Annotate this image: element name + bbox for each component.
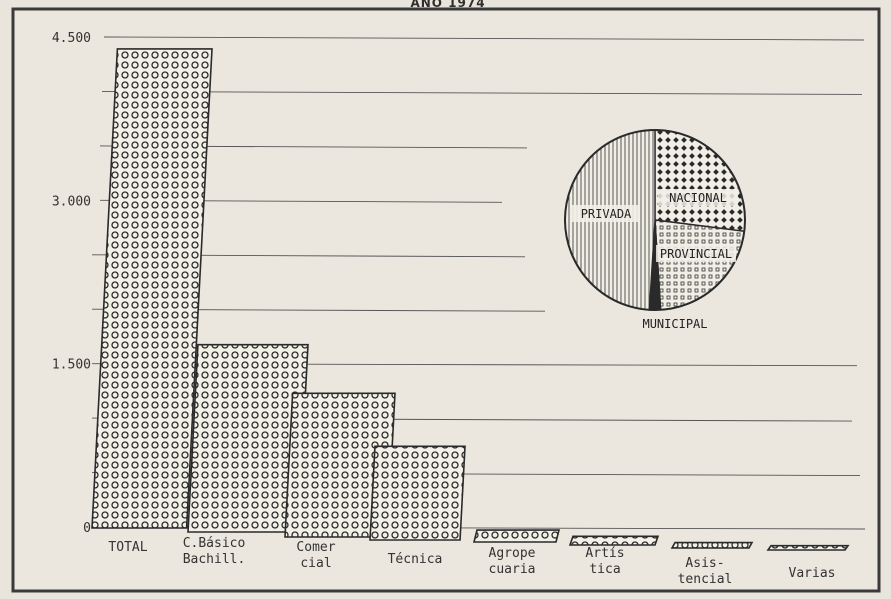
y-tick-label: 4.500 (52, 31, 91, 46)
y-axis: 0 1.500 3.000 4.500 (52, 31, 91, 536)
grid-line (103, 36, 865, 41)
bar-0 (91, 48, 213, 529)
bar-1 (187, 343, 309, 533)
category-label: Bachill. (183, 552, 246, 567)
category-label: tica (589, 562, 620, 577)
y-tick-label: 3.000 (52, 194, 91, 209)
pie-label: MUNICIPAL (642, 317, 707, 331)
category-label: TOTAL (108, 540, 147, 555)
pie-label: PROVINCIAL (660, 247, 732, 261)
category-label: C.Básico (183, 536, 246, 551)
grid-line (101, 90, 863, 95)
bar-2 (284, 392, 396, 538)
bar-3 (369, 445, 466, 541)
pie-outline (564, 129, 746, 311)
category-label: Técnica (388, 552, 443, 567)
bars (91, 48, 850, 551)
category-label: Comer (296, 540, 335, 555)
category-label: cuaria (489, 562, 536, 577)
category-label: Agrope (489, 546, 536, 561)
bar-7 (766, 544, 850, 551)
y-tick-label: 0 (83, 521, 91, 536)
category-label: Artís (585, 546, 624, 561)
y-tick-label: 1.500 (52, 358, 91, 373)
pie-label: NACIONAL (669, 191, 727, 205)
bar-4 (472, 529, 561, 543)
pie-label-bg (658, 189, 738, 206)
chart-title: AÑO 1974 (410, 0, 485, 10)
category-label: Varias (789, 566, 836, 581)
category-label: cial (300, 556, 331, 571)
category-label: tencial (678, 572, 733, 587)
pie-label-bg (656, 245, 736, 262)
bar-6 (670, 541, 754, 549)
pie-label-bg (572, 205, 640, 222)
pie-chart: NACIONAL PROVINCIAL MUNICIPAL PRIVADA (564, 129, 746, 331)
bar-5 (568, 535, 660, 546)
category-label: Asis- (685, 556, 724, 571)
pie-label: PRIVADA (581, 207, 632, 221)
